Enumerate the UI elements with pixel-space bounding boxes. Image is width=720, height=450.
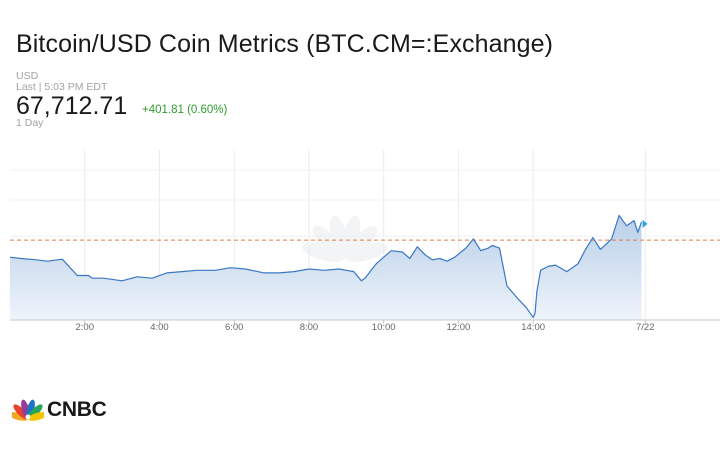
cnbc-logo: CNBC: [12, 398, 107, 422]
time-range-label[interactable]: 1 Day: [16, 117, 44, 129]
cnbc-peacock-watermark-icon: [302, 215, 388, 262]
x-tick-label: 7/22: [636, 322, 655, 333]
price-change: +401.81 (0.60%): [142, 104, 228, 116]
last-price: 67,712.71: [16, 92, 128, 120]
currency-label: USD: [16, 70, 39, 82]
x-tick-label: 12:00: [447, 322, 471, 333]
x-tick-label: 2:00: [75, 322, 94, 333]
last-price-marker: [642, 219, 648, 228]
x-axis-ticks: 2:00 4:00 6:00 8:00 10:00 12:00 14:00 7/22: [75, 320, 655, 333]
x-tick-label: 6:00: [225, 322, 244, 333]
x-tick-label: 4:00: [150, 322, 169, 333]
watermark-feather: [344, 242, 388, 262]
x-tick-label: 14:00: [521, 322, 545, 333]
watermark-feather: [302, 242, 346, 262]
price-area-fill: [10, 215, 642, 320]
x-tick-label: 10:00: [372, 322, 396, 333]
cnbc-logo-text: CNBC: [47, 398, 107, 421]
last-updated-label: Last | 5:03 PM EDT: [16, 81, 108, 93]
page-title: Bitcoin/USD Coin Metrics (BTC.CM=:Exchan…: [16, 30, 554, 58]
watermark-feather: [341, 215, 361, 259]
x-tick-label: 8:00: [300, 322, 319, 333]
price-line: [9, 214, 643, 318]
chart-gridlines: [10, 150, 720, 320]
cnbc-peacock-icon: [12, 399, 44, 421]
